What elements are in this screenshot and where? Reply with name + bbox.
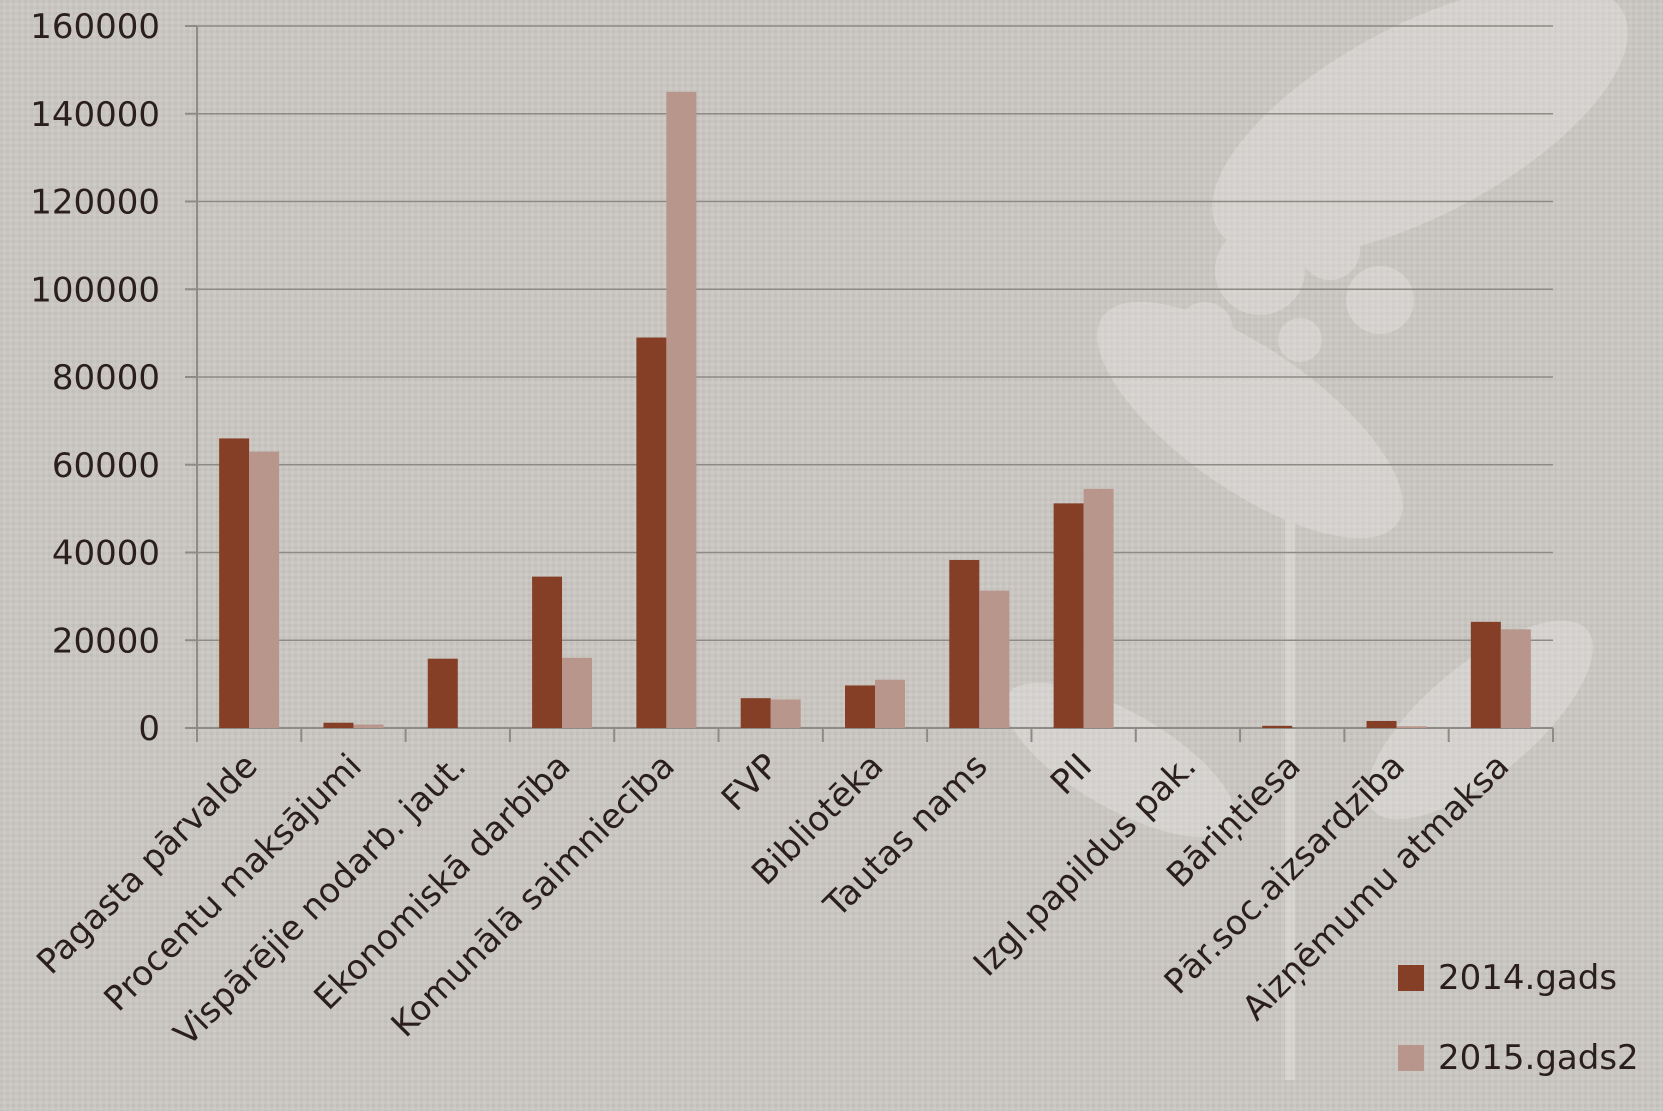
legend-label: 2014.gads: [1438, 958, 1617, 998]
bar-series1: [740, 698, 771, 728]
bar-series2: [875, 679, 905, 728]
bar-series1: [636, 337, 667, 728]
y-tick-labels: 0 20000 40000 60000 80000 100000 120000 140000 1…: [30, 7, 160, 749]
bar-series2: [979, 590, 1010, 728]
bar-series2: [562, 657, 593, 728]
bar-series2: [1500, 629, 1531, 728]
bar-series2: [353, 724, 384, 728]
bar-series1: [1470, 621, 1501, 728]
bar-series1: [1262, 725, 1293, 728]
y-tick-label: 20000: [52, 621, 160, 661]
y-tick-label: 160000: [30, 7, 160, 47]
bar-series1: [845, 685, 875, 728]
bar-series2: [249, 451, 280, 728]
gridlines: [197, 25, 1553, 642]
y-tick-label: 40000: [52, 534, 160, 574]
bar-series2: [770, 699, 801, 728]
y-tick-label: 60000: [52, 446, 160, 486]
bars: [219, 91, 1531, 728]
y-tick-label: 140000: [30, 95, 160, 135]
bar-series2: [666, 91, 697, 728]
legend: 2014.gads 2015.gads2: [1398, 958, 1639, 1078]
y-tick-label: 80000: [52, 358, 160, 398]
y-tick-label: 0: [138, 709, 160, 749]
bar-series2: [1083, 488, 1114, 728]
bar-series1: [532, 576, 563, 728]
legend-label: 2015.gads2: [1438, 1038, 1639, 1078]
y-tick-label: 120000: [30, 183, 160, 223]
bar-series1: [1053, 503, 1084, 728]
legend-swatch: [1398, 965, 1424, 991]
bar-series2: [1396, 726, 1427, 728]
bar-series1: [219, 438, 250, 728]
bar-series1: [1366, 720, 1397, 728]
y-tick-label: 100000: [30, 270, 160, 310]
legend-swatch: [1398, 1045, 1424, 1071]
bar-series1: [949, 559, 980, 728]
bar-series1: [323, 722, 354, 728]
bar-series1: [427, 658, 458, 728]
